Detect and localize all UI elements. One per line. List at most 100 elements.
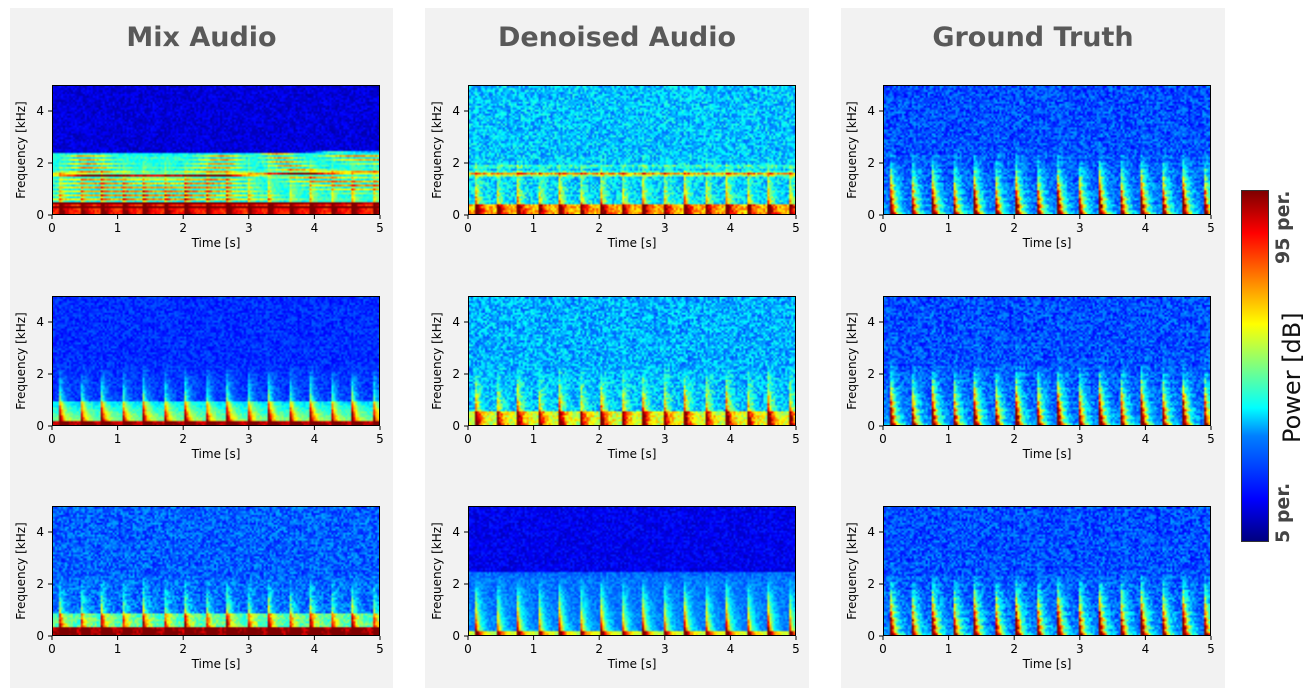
x-tick-label: 3 [245, 221, 253, 235]
x-tick-label: 4 [727, 432, 735, 446]
y-axis-label: Frequency [kHz] [845, 312, 859, 409]
column-title-ground-truth: Ground Truth [841, 22, 1225, 53]
x-tick-label: 1 [945, 432, 953, 446]
axes: 0 1 2 3 4 5 0 2 4 Time [s] Frequency [kHz] [823, 496, 1231, 686]
y-tick-label: 2 [36, 156, 44, 170]
x-tick-label: 1 [114, 642, 122, 656]
x-tick-label: 2 [1010, 432, 1018, 446]
x-axis-label: Time [s] [191, 236, 241, 250]
x-tick-label: 3 [661, 642, 669, 656]
x-tick-label: 2 [179, 221, 187, 235]
y-tick-label: 4 [452, 525, 460, 539]
axes: 0 1 2 3 4 5 0 2 4 Time [s] Frequency [kHz] [408, 286, 816, 476]
y-tick-label: 0 [867, 629, 875, 643]
x-tick-label: 4 [727, 642, 735, 656]
x-tick-label: 0 [48, 432, 56, 446]
x-tick-label: 4 [727, 221, 735, 235]
x-tick-label: 1 [114, 432, 122, 446]
x-tick-label: 3 [245, 642, 253, 656]
y-tick-label: 0 [452, 629, 460, 643]
y-tick-label: 0 [867, 208, 875, 222]
x-axis-label: Time [s] [607, 657, 657, 671]
x-tick-label: 2 [595, 221, 603, 235]
y-tick-label: 2 [36, 367, 44, 381]
spectrogram-r3-c2: 0 1 2 3 4 5 0 2 4 Time [s] Frequency [kHz] [468, 506, 796, 636]
x-tick-label: 5 [1207, 221, 1215, 235]
spectrogram-r2-c2: 0 1 2 3 4 5 0 2 4 Time [s] Frequency [kHz] [468, 296, 796, 426]
y-axis-label: Frequency [kHz] [14, 101, 28, 198]
y-tick-label: 4 [452, 315, 460, 329]
x-tick-label: 5 [376, 432, 384, 446]
axes: 0 1 2 3 4 5 0 2 4 Time [s] Frequency [kHz] [0, 286, 400, 476]
y-tick-label: 0 [36, 208, 44, 222]
y-tick-label: 0 [36, 629, 44, 643]
x-tick-label: 4 [1142, 642, 1150, 656]
y-axis-label: Frequency [kHz] [430, 312, 444, 409]
x-tick-label: 2 [179, 432, 187, 446]
x-tick-label: 0 [464, 432, 472, 446]
y-axis-label: Frequency [kHz] [845, 522, 859, 619]
colorbar-axis-label: Power [dB] [1278, 312, 1306, 443]
y-tick-label: 2 [36, 577, 44, 591]
y-axis-label: Frequency [kHz] [14, 312, 28, 409]
x-axis-label: Time [s] [191, 447, 241, 461]
spectrogram-r2-c3: 0 1 2 3 4 5 0 2 4 Time [s] Frequency [kHz] [883, 296, 1211, 426]
y-tick-label: 4 [36, 525, 44, 539]
y-tick-label: 2 [867, 156, 875, 170]
y-tick-label: 0 [36, 419, 44, 433]
spectrogram-r1-c2: 0 1 2 3 4 5 0 2 4 Time [s] Frequency [kHz] [468, 85, 796, 215]
x-tick-label: 5 [792, 432, 800, 446]
y-tick-label: 2 [452, 577, 460, 591]
x-tick-label: 5 [792, 221, 800, 235]
x-axis-label: Time [s] [1022, 236, 1072, 250]
x-tick-label: 1 [114, 221, 122, 235]
colorbar [1241, 190, 1269, 542]
y-tick-label: 4 [867, 315, 875, 329]
x-tick-label: 5 [792, 642, 800, 656]
x-tick-label: 0 [48, 642, 56, 656]
x-tick-label: 3 [1076, 432, 1084, 446]
y-axis-label: Frequency [kHz] [14, 522, 28, 619]
x-tick-label: 4 [1142, 221, 1150, 235]
y-tick-label: 2 [867, 367, 875, 381]
y-tick-label: 2 [867, 577, 875, 591]
x-tick-label: 1 [530, 221, 538, 235]
colorbar-bottom-label: 5 per. [1272, 483, 1294, 543]
x-tick-label: 5 [376, 221, 384, 235]
x-tick-label: 5 [376, 642, 384, 656]
y-tick-label: 4 [452, 104, 460, 118]
x-tick-label: 1 [530, 642, 538, 656]
spectrogram-r3-c1: 0 1 2 3 4 5 0 2 4 Time [s] Frequency [kHz] [52, 506, 380, 636]
x-tick-label: 3 [661, 432, 669, 446]
x-tick-label: 2 [1010, 642, 1018, 656]
axes: 0 1 2 3 4 5 0 2 4 Time [s] Frequency [kHz] [823, 286, 1231, 476]
x-tick-label: 0 [464, 221, 472, 235]
axes: 0 1 2 3 4 5 0 2 4 Time [s] Frequency [kHz] [823, 75, 1231, 265]
y-tick-label: 0 [452, 208, 460, 222]
x-tick-label: 3 [1076, 642, 1084, 656]
y-axis-label: Frequency [kHz] [430, 101, 444, 198]
x-tick-label: 5 [1207, 642, 1215, 656]
x-tick-label: 0 [48, 221, 56, 235]
x-tick-label: 2 [1010, 221, 1018, 235]
x-tick-label: 4 [311, 642, 319, 656]
x-tick-label: 0 [464, 642, 472, 656]
y-tick-label: 0 [452, 419, 460, 433]
y-axis-label: Frequency [kHz] [430, 522, 444, 619]
x-axis-label: Time [s] [607, 447, 657, 461]
x-tick-label: 0 [879, 642, 887, 656]
y-tick-label: 4 [36, 315, 44, 329]
column-title-mix-audio: Mix Audio [10, 22, 393, 53]
axes: 0 1 2 3 4 5 0 2 4 Time [s] Frequency [kHz] [408, 75, 816, 265]
x-tick-label: 0 [879, 221, 887, 235]
y-tick-label: 2 [452, 156, 460, 170]
x-tick-label: 2 [179, 642, 187, 656]
x-tick-label: 4 [311, 432, 319, 446]
y-axis-label: Frequency [kHz] [845, 101, 859, 198]
x-axis-label: Time [s] [607, 236, 657, 250]
x-axis-label: Time [s] [1022, 447, 1072, 461]
spectrogram-r2-c1: 0 1 2 3 4 5 0 2 4 Time [s] Frequency [kHz] [52, 296, 380, 426]
spectrogram-r1-c3: 0 1 2 3 4 5 0 2 4 Time [s] Frequency [kHz] [883, 85, 1211, 215]
y-tick-label: 4 [36, 104, 44, 118]
x-tick-label: 2 [595, 432, 603, 446]
